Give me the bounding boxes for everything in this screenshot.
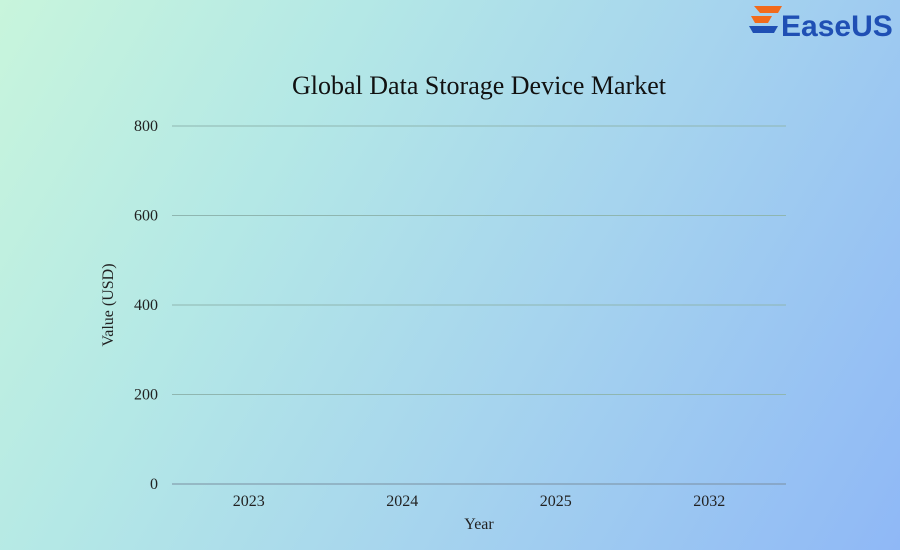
x-tick-label: 2025 [540, 493, 572, 510]
y-axis-ticks: 0 200 400 600 800 [134, 118, 158, 493]
y-gridlines [172, 125, 786, 485]
easeus-logo-wordmark: EaseUS [781, 10, 893, 43]
chart-title: Global Data Storage Device Market [292, 71, 667, 100]
x-tick-label: 2032 [693, 493, 725, 510]
easeus-logo: EaseUS [749, 6, 893, 43]
x-tick-label: 2023 [233, 493, 265, 510]
y-tick-label: 200 [134, 387, 158, 404]
easeus-logo-mark [749, 6, 782, 33]
y-tick-label: 400 [134, 297, 158, 314]
x-axis-label: Year [464, 516, 494, 533]
y-tick-label: 600 [134, 208, 158, 225]
y-axis-label: Value (USD) [100, 263, 117, 346]
y-tick-label: 800 [134, 118, 158, 135]
x-tick-label: 2024 [386, 493, 418, 510]
y-tick-label: 0 [150, 476, 158, 493]
x-axis-ticks: 2023 2024 2025 2032 [233, 493, 726, 510]
